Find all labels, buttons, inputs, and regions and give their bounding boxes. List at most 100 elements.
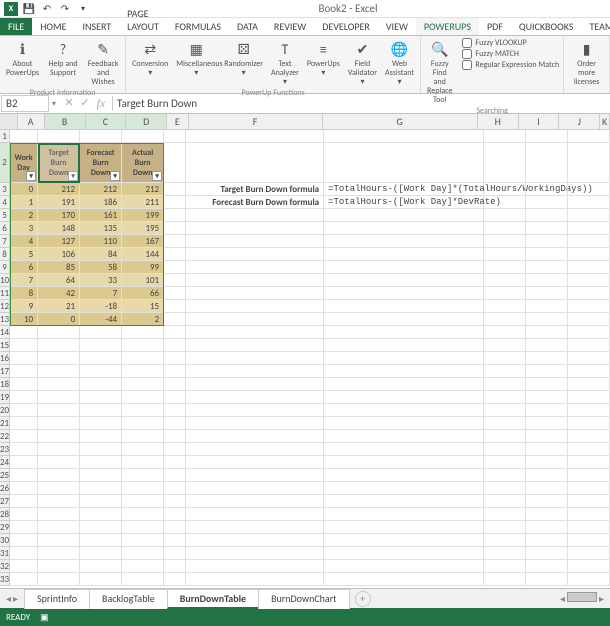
cell-F11[interactable] [186,287,324,299]
cell-H28[interactable] [484,508,526,520]
regex-match-checkbox[interactable]: Regular Expression Match [462,60,559,70]
cell-C15[interactable] [80,339,122,351]
cell-A2[interactable]: Work Day▾ [10,143,38,182]
cell-I21[interactable] [526,417,568,429]
cell-J12[interactable] [568,300,610,312]
col-header-C[interactable]: C [86,114,127,129]
row-header-28[interactable]: 28 [0,508,10,521]
cell-A12[interactable]: 9 [10,300,38,312]
row-header-7[interactable]: 7 [0,235,10,248]
cell-A33[interactable] [10,573,38,585]
cell-A31[interactable] [10,547,38,559]
row-header-12[interactable]: 12 [0,300,10,313]
cell-H32[interactable] [484,560,526,572]
cell-B25[interactable] [38,469,80,481]
cell-B17[interactable] [38,365,80,377]
cancel-formula-icon[interactable]: ✕ [62,96,76,111]
cell-G30[interactable] [324,534,484,546]
cell-C20[interactable] [80,404,122,416]
cell-I6[interactable] [526,222,568,234]
cell-I15[interactable] [526,339,568,351]
cell-F33[interactable] [186,573,324,585]
cell-G14[interactable] [324,326,484,338]
name-box[interactable]: B2 [1,95,49,112]
row-header-29[interactable]: 29 [0,521,10,534]
cell-E13[interactable] [164,313,186,325]
cell-A1[interactable] [10,130,38,142]
sheet-nav-next-icon[interactable]: ▸ [13,592,18,605]
cell-G18[interactable] [324,378,484,390]
cell-J4[interactable] [568,196,610,208]
cell-D23[interactable] [122,443,164,455]
filter-dropdown-icon[interactable]: ▾ [152,171,162,181]
cell-C4[interactable]: 186 [80,196,122,208]
cell-G15[interactable] [324,339,484,351]
cell-H25[interactable] [484,469,526,481]
cell-C11[interactable]: 7 [80,287,122,299]
namebox-dropdown-icon[interactable]: ▾ [50,99,58,109]
cell-B24[interactable] [38,456,80,468]
cell-J20[interactable] [568,404,610,416]
cell-C9[interactable]: 58 [80,261,122,273]
cell-A17[interactable] [10,365,38,377]
cell-G11[interactable] [324,287,484,299]
cell-C29[interactable] [80,521,122,533]
cell-H9[interactable] [484,261,526,273]
cell-E28[interactable] [164,508,186,520]
cell-G27[interactable] [324,495,484,507]
cell-H12[interactable] [484,300,526,312]
row-header-10[interactable]: 10 [0,274,10,287]
filter-dropdown-icon[interactable]: ▾ [26,171,36,181]
cell-G8[interactable] [324,248,484,260]
row-header-17[interactable]: 17 [0,365,10,378]
tab-formulas[interactable]: FORMULAS [167,18,229,35]
row-header-16[interactable]: 16 [0,352,10,365]
sheet-nav-prev-icon[interactable]: ◂ [6,592,11,605]
cell-C31[interactable] [80,547,122,559]
cell-I4[interactable] [526,196,568,208]
cell-C13[interactable]: -44 [80,313,122,325]
redo-icon[interactable]: ↷ [58,2,72,16]
cell-F25[interactable] [186,469,324,481]
tab-pdf[interactable]: PDF [479,18,511,35]
cell-I2[interactable] [526,143,568,182]
cell-A23[interactable] [10,443,38,455]
fuzzy-vlookup-checkbox[interactable]: Fuzzy VLOOKUP [462,38,559,48]
cell-F10[interactable] [186,274,324,286]
cell-H7[interactable] [484,235,526,247]
cell-B8[interactable]: 106 [38,248,80,260]
cell-H13[interactable] [484,313,526,325]
filter-dropdown-icon[interactable]: ▾ [68,171,78,181]
cell-F26[interactable] [186,482,324,494]
cell-J3[interactable] [568,183,610,195]
cell-J18[interactable] [568,378,610,390]
tab-powerups[interactable]: PowerUps [416,18,479,35]
cell-J6[interactable] [568,222,610,234]
cell-J17[interactable] [568,365,610,377]
cell-J21[interactable] [568,417,610,429]
cell-C2[interactable]: Forecast Burn Down▾ [80,143,122,182]
row-header-4[interactable]: 4 [0,196,10,209]
cell-J2[interactable] [568,143,610,182]
cell-F9[interactable] [186,261,324,273]
row-header-31[interactable]: 31 [0,547,10,560]
cell-E26[interactable] [164,482,186,494]
qat-customize-icon[interactable]: ▾ [76,2,90,16]
cell-G12[interactable] [324,300,484,312]
cell-F6[interactable] [186,222,324,234]
cell-C30[interactable] [80,534,122,546]
cell-D14[interactable] [122,326,164,338]
cell-A3[interactable]: 0 [10,183,38,195]
cell-E8[interactable] [164,248,186,260]
cell-H26[interactable] [484,482,526,494]
cell-C16[interactable] [80,352,122,364]
cell-C32[interactable] [80,560,122,572]
tab-file[interactable]: FILE [0,18,32,35]
cell-H19[interactable] [484,391,526,403]
row-header-26[interactable]: 26 [0,482,10,495]
cell-C28[interactable] [80,508,122,520]
cell-J29[interactable] [568,521,610,533]
row-header-11[interactable]: 11 [0,287,10,300]
cell-A24[interactable] [10,456,38,468]
cell-H15[interactable] [484,339,526,351]
